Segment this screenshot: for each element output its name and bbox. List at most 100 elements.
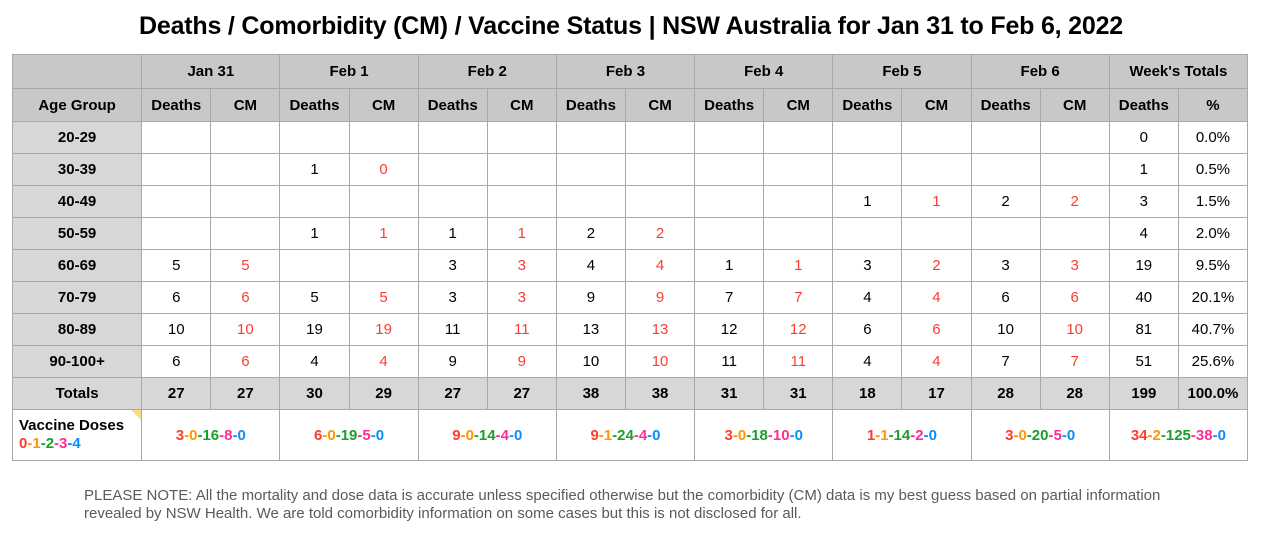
week-pct-cell: 25.6% [1177,345,1249,378]
cm-cell [1039,217,1110,250]
cm-cell: 6 [901,313,972,346]
cm-cell [1039,153,1110,186]
cm-cell: 5 [210,249,281,282]
cm-header: CM [210,88,281,122]
dose-count: 1 [866,426,876,444]
deaths-table: Jan 31 Feb 1 Feb 2 Feb 3 Feb 4 Feb 5 Feb… [11,54,1249,461]
deaths-cell: 10 [555,345,626,378]
day-header: Feb 2 [417,54,557,89]
deaths-cell: 5 [279,281,350,314]
cm-cell: 6 [1039,281,1110,314]
week-deaths-cell: 4 [1108,217,1179,250]
total-cm-cell: 38 [624,377,696,410]
deaths-cell: 12 [694,313,765,346]
cm-cell [348,185,419,218]
deaths-cell [279,121,350,154]
table-body: 20-29 0 0.0% 30-39 1 0 1 0.5% 40-49 1 1 2 2 3 1.5% 50-5… [11,121,1249,378]
cm-cell: 12 [763,313,834,346]
deaths-cell [141,121,212,154]
footnote: PLEASE NOTE: All the mortality and dose … [84,487,1161,522]
cm-cell: 10 [210,313,281,346]
dose-count: 0 [237,426,246,444]
vaccine-doses-label: Vaccine Doses [19,417,125,434]
cm-cell [901,217,972,250]
week-deaths-cell: 0 [1108,121,1179,154]
dose-count: 19 [340,426,358,444]
deaths-cell [694,185,765,218]
age-group-cell: 20-29 [11,121,143,154]
deaths-cell: 1 [832,185,903,218]
cm-cell [763,121,834,154]
deaths-cell [141,217,212,250]
cm-cell [486,121,557,154]
vaccine-doses-cell: 1-1-14-2-0 [832,409,972,461]
deaths-cell [555,185,626,218]
dose-count: 5 [1053,426,1062,444]
age-group-cell: 40-49 [11,185,143,218]
total-cm-cell: 29 [348,377,419,410]
vaccine-doses-week-cell: 34-2-125-38-0 [1108,409,1249,461]
deaths-header: Deaths [555,88,626,122]
deaths-cell [970,217,1041,250]
week-pct-cell: 1.5% [1177,185,1249,218]
deaths-cell [694,217,765,250]
table-row: 30-39 1 0 1 0.5% [11,153,1249,186]
deaths-cell [832,217,903,250]
dose-count: 24 [617,426,634,444]
cm-cell: 9 [624,281,696,314]
page-title: Deaths / Comorbidity (CM) / Vaccine Stat… [139,12,1123,40]
deaths-cell: 4 [555,249,626,282]
cm-cell [624,185,696,218]
cm-cell: 5 [348,281,419,314]
comment-marker-icon [131,410,141,420]
day-header: Feb 3 [555,54,696,89]
dose-count: 125 [1165,426,1191,444]
dose-count: 18 [751,426,768,444]
cm-cell [763,153,834,186]
dose-count: 1 [880,426,889,444]
day-header: Feb 1 [279,54,419,89]
week-totals-header: Week's Totals [1108,54,1249,89]
deaths-cell: 9 [417,345,488,378]
cm-header: CM [348,88,419,122]
total-cm-cell: 17 [901,377,972,410]
deaths-cell: 3 [832,249,903,282]
dose-legend: 0-1-2-3-4 [19,435,81,452]
vaccine-doses-cell: 6-0-19-5-0 [279,409,419,461]
grand-total-pct: 100.0% [1177,377,1249,410]
cm-cell: 4 [901,281,972,314]
vaccine-doses-cell: 3-0-18-10-0 [694,409,834,461]
cm-header: CM [486,88,557,122]
deaths-cell [279,249,350,282]
day-header: Jan 31 [141,54,281,89]
cm-cell [348,249,419,282]
deaths-cell: 1 [694,249,765,282]
deaths-cell: 3 [417,281,488,314]
cm-cell: 4 [901,345,972,378]
cm-cell: 19 [348,313,419,346]
deaths-cell: 6 [141,281,212,314]
dose-count: 0 [465,426,474,444]
week-pct-cell: 40.7% [1177,313,1249,346]
deaths-cell: 10 [141,313,212,346]
deaths-header: Deaths [1108,88,1179,122]
vaccine-doses-cell: 3-0-16-8-0 [141,409,281,461]
deaths-cell [141,185,212,218]
dose-count: 3 [1005,426,1014,444]
dose-count: 0 [375,426,385,444]
cm-cell: 4 [348,345,419,378]
dose-count: 9 [452,426,461,444]
cm-cell: 1 [901,185,972,218]
cm-header: CM [763,88,834,122]
totals-label: Totals [11,377,143,410]
header-row-days: Jan 31 Feb 1 Feb 2 Feb 3 Feb 4 Feb 5 Feb… [11,54,1249,89]
cm-cell: 3 [486,249,557,282]
deaths-header: Deaths [141,88,212,122]
dose-count: 0 [1066,426,1076,444]
deaths-cell: 1 [417,217,488,250]
cm-cell: 2 [1039,185,1110,218]
totals-row: Totals 27 27 30 29 27 27 38 38 31 31 18 17 28 28 199 10… [11,377,1249,410]
dose-legend-value: 4 [72,435,81,452]
dose-count: 0 [1217,426,1226,444]
deaths-header: Deaths [832,88,903,122]
